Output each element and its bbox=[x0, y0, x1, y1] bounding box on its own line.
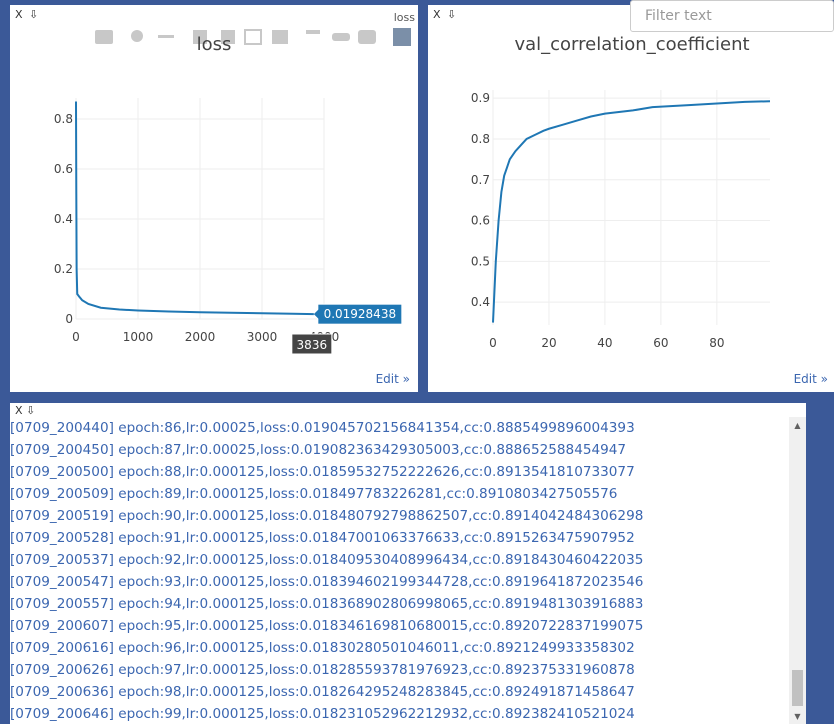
camera-icon[interactable] bbox=[95, 30, 113, 44]
log-line: [0709_200557] epoch:94,lr:0.000125,loss:… bbox=[10, 596, 644, 612]
download-button[interactable]: ⇩ bbox=[26, 404, 36, 417]
log-line: [0709_200646] epoch:99,lr:0.000125,loss:… bbox=[10, 706, 635, 722]
text-pane: X ⇩ [0709_200440] epoch:86,lr:0.00025,lo… bbox=[10, 403, 806, 724]
edit-link[interactable]: Edit » bbox=[376, 372, 410, 386]
plotly-logo[interactable] bbox=[393, 28, 411, 46]
filter-input[interactable]: Filter text bbox=[630, 0, 834, 32]
y-tick-label: 0.5 bbox=[471, 254, 490, 268]
hover-box bbox=[291, 333, 333, 355]
scroll-thumb[interactable] bbox=[792, 670, 803, 706]
autoscale-icon[interactable] bbox=[244, 29, 262, 45]
zoom-out-icon[interactable] bbox=[221, 30, 235, 44]
x-tick-label: 3000 bbox=[247, 330, 278, 344]
scrollbar[interactable]: ▲ ▼ bbox=[789, 417, 806, 724]
y-tick-label: 0.9 bbox=[471, 91, 490, 105]
x-tick-label: 1000 bbox=[123, 330, 154, 344]
log-line: [0709_200528] epoch:91,lr:0.000125,loss:… bbox=[10, 530, 635, 546]
log-line: [0709_200450] epoch:87,lr:0.00025,loss:0… bbox=[10, 442, 627, 458]
close-button[interactable]: X bbox=[433, 8, 441, 21]
log-line: [0709_200626] epoch:97,lr:0.000125,loss:… bbox=[10, 662, 635, 678]
log-line: [0709_200547] epoch:93,lr:0.000125,loss:… bbox=[10, 574, 644, 590]
pane bbox=[428, 5, 834, 392]
zoom-in-icon[interactable] bbox=[193, 30, 207, 44]
hover-x: 3836 bbox=[297, 338, 328, 352]
y-tick-label: 0.7 bbox=[471, 173, 490, 187]
x-tick-label: 0 bbox=[489, 336, 497, 350]
pan-icon[interactable] bbox=[158, 35, 174, 38]
log-line: [0709_200607] epoch:95,lr:0.000125,loss:… bbox=[10, 618, 644, 634]
y-tick-label: 0.8 bbox=[471, 132, 490, 146]
x-tick-label: 2000 bbox=[185, 330, 216, 344]
modebar bbox=[95, 28, 411, 46]
log-line: [0709_200616] epoch:96,lr:0.000125,loss:… bbox=[10, 640, 635, 656]
scroll-down[interactable]: ▼ bbox=[794, 712, 801, 721]
chart-panes: X ⇩ loss Edit » X ⇩ Edit » loss 0 0.2 0.4 0.… bbox=[10, 5, 834, 392]
compare-icon[interactable] bbox=[358, 30, 376, 44]
download-button[interactable]: ⇩ bbox=[447, 8, 456, 21]
zoom-icon[interactable] bbox=[131, 30, 143, 42]
home-icon[interactable] bbox=[272, 30, 288, 44]
x-tick-label: 20 bbox=[541, 336, 556, 350]
y-tick-label: 0.2 bbox=[54, 262, 73, 276]
y-tick-label: 0.4 bbox=[471, 295, 490, 309]
log-line: [0709_200537] epoch:92,lr:0.000125,loss:… bbox=[10, 552, 644, 568]
x-tick-label: 0 bbox=[72, 330, 80, 344]
close-button[interactable]: X bbox=[15, 8, 23, 21]
x-tick-label: 40 bbox=[597, 336, 612, 350]
y-tick-label: 0.8 bbox=[54, 112, 73, 126]
log-lines: [0709_200440] epoch:86,lr:0.00025,loss:0… bbox=[10, 417, 788, 724]
hover-value: 0.01928438 bbox=[324, 307, 397, 321]
log-line: [0709_200509] epoch:89,lr:0.000125,loss:… bbox=[10, 486, 618, 502]
y-tick-label: 0.6 bbox=[54, 162, 73, 176]
spike-icon[interactable] bbox=[306, 30, 320, 34]
y-tick-label: 0.6 bbox=[471, 214, 490, 228]
scroll-up[interactable]: ▲ bbox=[794, 421, 801, 430]
edit-link[interactable]: Edit » bbox=[794, 372, 828, 386]
chart-title: loss bbox=[197, 34, 232, 55]
log-line: [0709_200636] epoch:98,lr:0.000125,loss:… bbox=[10, 684, 635, 700]
log-line: [0709_200440] epoch:86,lr:0.00025,loss:0… bbox=[10, 420, 635, 436]
x-tick-label: 80 bbox=[709, 336, 724, 350]
pane-title: loss bbox=[394, 11, 416, 24]
data-line bbox=[75, 101, 314, 316]
close-button[interactable]: X bbox=[15, 404, 23, 417]
log-line: [0709_200500] epoch:88,lr:0.000125,loss:… bbox=[10, 464, 635, 480]
hover-pointer bbox=[313, 309, 319, 320]
y-tick-label: 0.4 bbox=[54, 212, 73, 226]
hover-icon[interactable] bbox=[332, 33, 350, 41]
pane bbox=[10, 5, 418, 392]
data-line bbox=[492, 100, 771, 323]
x-tick-label: 60 bbox=[653, 336, 668, 350]
pane-controls: X ⇩ bbox=[15, 404, 35, 417]
y-tick-label: 0 bbox=[65, 312, 73, 326]
download-button[interactable]: ⇩ bbox=[29, 8, 38, 21]
log-line: [0709_200519] epoch:90,lr:0.000125,loss:… bbox=[10, 508, 644, 524]
chart-title: val_correlation_coefficient bbox=[514, 34, 749, 55]
